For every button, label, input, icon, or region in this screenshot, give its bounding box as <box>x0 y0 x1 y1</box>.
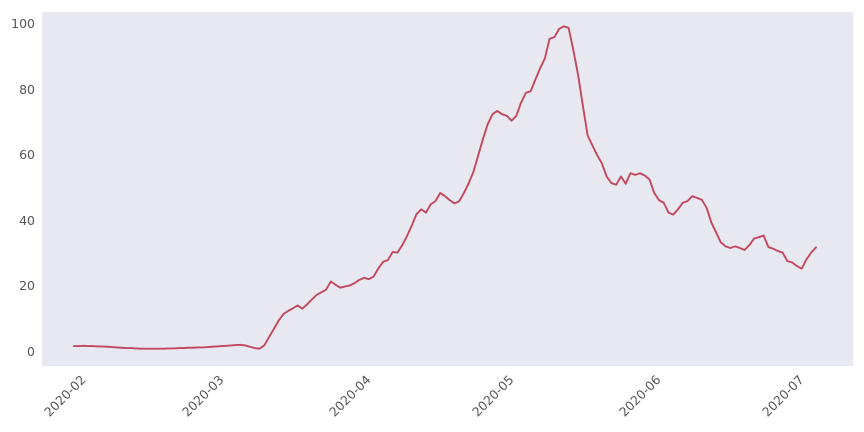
x-tick-label: 2020-04 <box>326 372 374 420</box>
y-tick-label: 80 <box>19 81 35 97</box>
x-tick-label: 2020-03 <box>178 372 227 420</box>
x-tick-label: 2020-06 <box>616 372 665 420</box>
y-tick-label: 20 <box>19 278 35 294</box>
y-tick-label: 0 <box>27 344 35 359</box>
y-tick-label: 100 <box>11 16 35 31</box>
trend-line <box>73 25 817 350</box>
y-tick-label: 60 <box>19 147 35 163</box>
plot-background <box>42 12 853 366</box>
y-tick-label: 40 <box>19 212 35 228</box>
x-tick-label: 2020-02 <box>41 372 89 420</box>
x-tick-label: 2020-05 <box>469 372 517 420</box>
x-tick-label: 2020-07 <box>759 372 807 420</box>
line-chart-canvas <box>42 12 853 366</box>
plot-area <box>42 12 853 366</box>
